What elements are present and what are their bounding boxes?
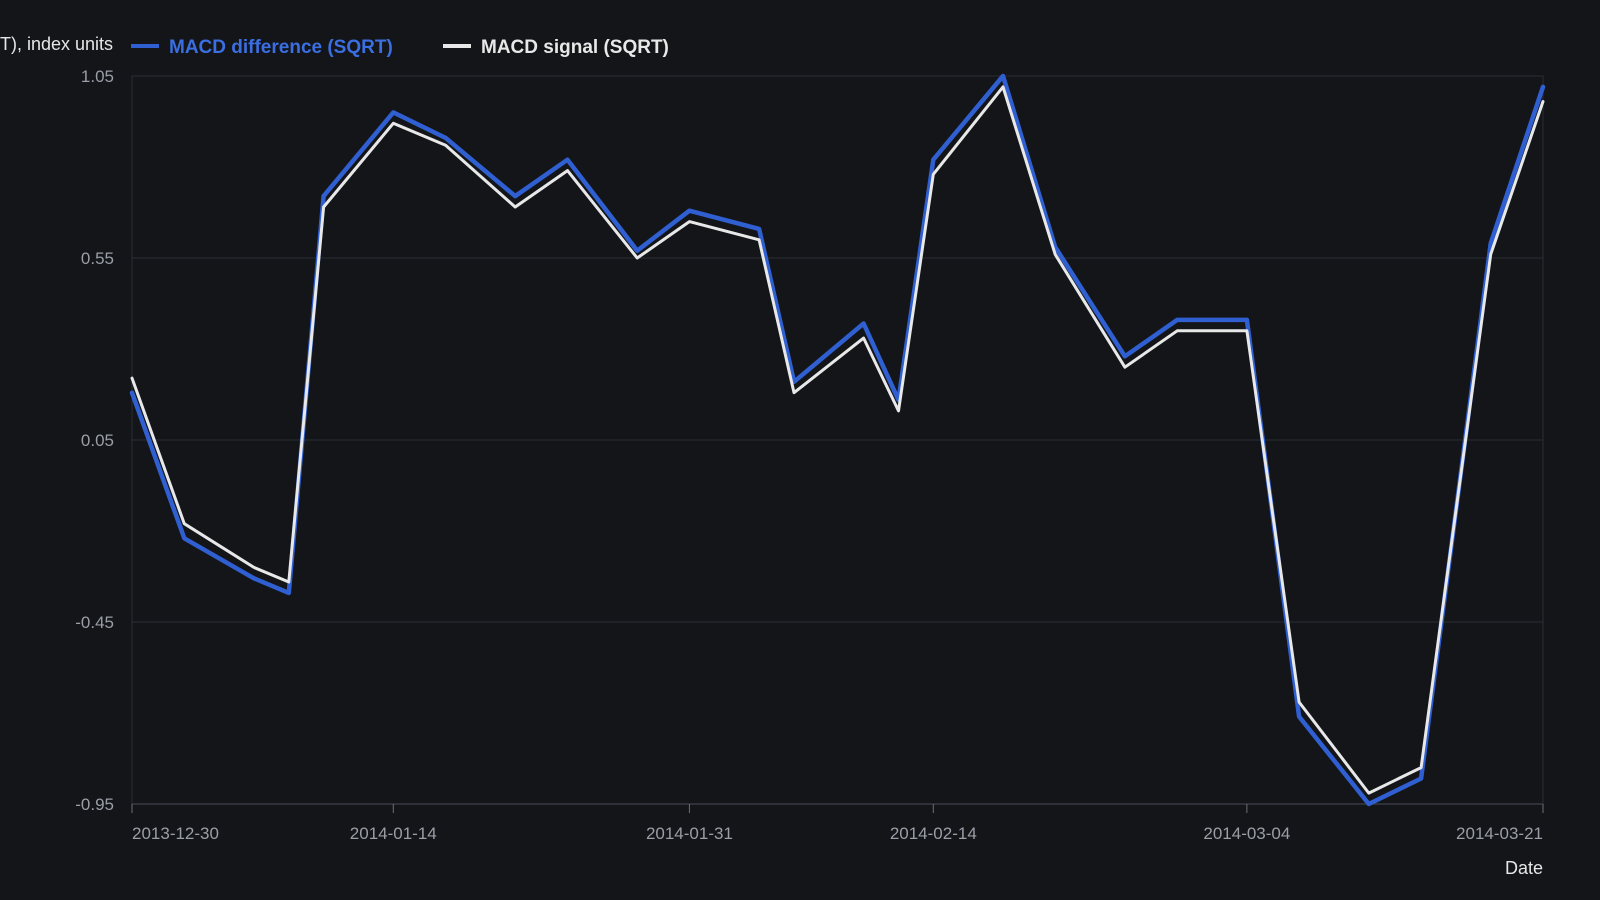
y-tick-label: 0.55 bbox=[81, 249, 114, 268]
legend-label: MACD difference (SQRT) bbox=[169, 37, 393, 58]
x-axis-title: Date bbox=[1505, 858, 1543, 878]
y-axis-title: MACD (SQRT), index units bbox=[0, 34, 113, 54]
series-lines bbox=[129, 73, 1546, 807]
y-tick-label: -0.95 bbox=[75, 795, 114, 814]
macd-signal-line bbox=[130, 85, 1545, 795]
axes: 1.05 0.55 0.05 -0.45 -0.95 2013-12-30 2014-01-… bbox=[75, 67, 1544, 843]
y-tick-label: 0.05 bbox=[81, 431, 114, 450]
legend: MACD (SQRT), index units MACD difference… bbox=[0, 34, 669, 58]
x-tick-label: 2014-02-14 bbox=[890, 824, 977, 843]
x-tick-label: 2014-01-31 bbox=[646, 824, 733, 843]
y-tick-label: 1.05 bbox=[81, 67, 114, 86]
x-tick-label: 2013-12-30 bbox=[132, 824, 219, 843]
y-tick-label: -0.45 bbox=[75, 613, 114, 632]
x-tick-label: 2014-01-14 bbox=[350, 824, 437, 843]
legend-label: MACD signal (SQRT) bbox=[481, 37, 669, 58]
x-tick-label: 2014-03-21 bbox=[1456, 824, 1543, 843]
x-tick-label: 2014-03-04 bbox=[1203, 824, 1290, 843]
